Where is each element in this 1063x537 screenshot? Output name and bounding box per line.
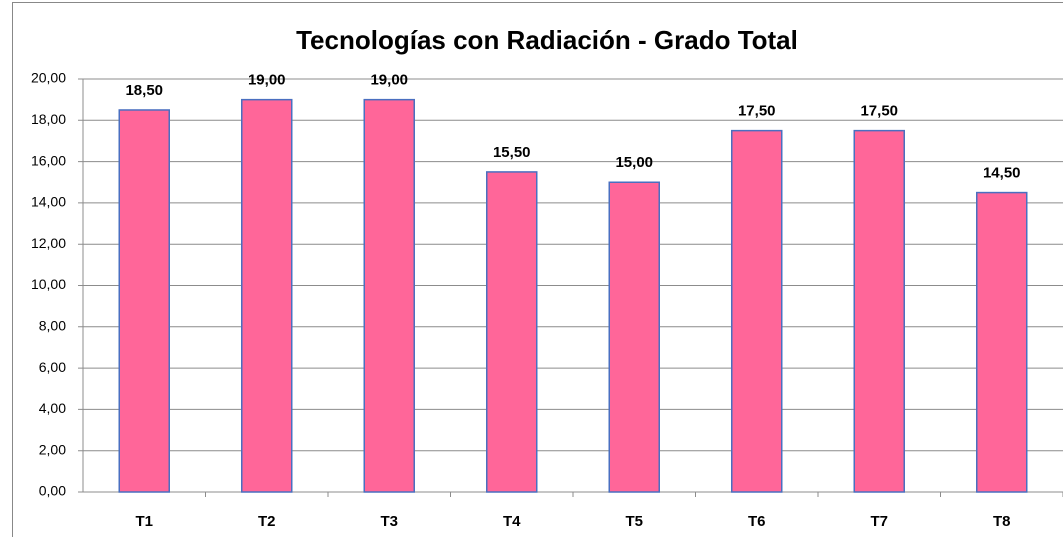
bar xyxy=(118,109,170,493)
x-tick-label: T8 xyxy=(993,513,1011,530)
bar xyxy=(853,129,905,493)
value-label: 15,00 xyxy=(615,154,653,171)
bar xyxy=(731,129,783,493)
value-label: 15,50 xyxy=(493,144,531,161)
value-label: 19,00 xyxy=(248,72,286,89)
bar xyxy=(363,98,415,493)
x-tick-label: T1 xyxy=(135,513,153,530)
y-tick-label: 10,00 xyxy=(31,276,66,292)
bar xyxy=(241,98,293,493)
y-tick-label: 14,00 xyxy=(31,194,66,210)
y-tick-label: 20,00 xyxy=(31,70,66,86)
bar xyxy=(608,181,660,493)
value-label: 14,50 xyxy=(983,165,1021,182)
value-label: 17,50 xyxy=(860,103,898,120)
chart-title: Tecnologías con Radiación - Grado Total xyxy=(296,25,798,55)
x-tick-label: T3 xyxy=(380,513,398,530)
x-tick-label: T6 xyxy=(748,513,766,530)
value-label: 18,50 xyxy=(125,82,163,99)
y-tick-label: 4,00 xyxy=(39,400,66,416)
chart-frame xyxy=(12,2,1063,537)
y-tick-label: 2,00 xyxy=(39,441,66,457)
value-label: 17,50 xyxy=(738,103,776,120)
y-tick-label: 12,00 xyxy=(31,235,66,251)
x-tick-label: T4 xyxy=(503,513,521,530)
y-tick-label: 6,00 xyxy=(39,359,66,375)
x-tick-label: T2 xyxy=(258,513,276,530)
x-tick-label: T7 xyxy=(870,513,888,530)
y-tick-label: 0,00 xyxy=(39,483,66,499)
y-tick-label: 16,00 xyxy=(31,152,66,168)
x-tick-label: T5 xyxy=(625,513,643,530)
y-tick-label: 18,00 xyxy=(31,111,66,127)
bar xyxy=(976,191,1028,493)
y-tick-label: 8,00 xyxy=(39,318,66,334)
value-label: 19,00 xyxy=(370,72,408,89)
bar xyxy=(486,171,538,493)
